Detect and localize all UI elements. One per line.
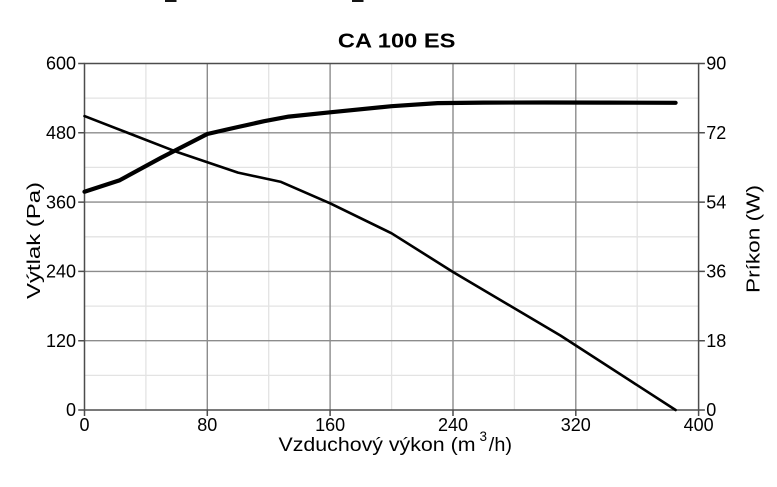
svg-text:160: 160	[315, 415, 345, 435]
svg-text:54: 54	[706, 192, 726, 212]
svg-text:0: 0	[706, 400, 716, 420]
svg-text:240: 240	[438, 415, 468, 435]
svg-text:Vzduchový výkon (m: Vzduchový výkon (m	[279, 434, 476, 456]
svg-text:72: 72	[706, 123, 726, 143]
svg-text:CA 100 ES: CA 100 ES	[338, 31, 456, 53]
svg-text:/h): /h)	[489, 434, 512, 456]
svg-text:0: 0	[66, 400, 76, 420]
svg-text:80: 80	[197, 415, 217, 435]
svg-text:Príkon (W): Príkon (W)	[743, 185, 764, 293]
svg-text:400: 400	[684, 415, 714, 435]
svg-text:90: 90	[706, 54, 726, 74]
svg-text:320: 320	[561, 415, 591, 435]
svg-text:18: 18	[706, 331, 726, 351]
svg-text:0: 0	[79, 415, 89, 435]
svg-text:600: 600	[46, 54, 76, 74]
svg-text:480: 480	[46, 123, 76, 143]
svg-text:360: 360	[46, 192, 76, 212]
svg-text:3: 3	[480, 429, 488, 444]
svg-text:240: 240	[46, 262, 76, 282]
svg-text:36: 36	[706, 262, 726, 282]
svg-text:120: 120	[46, 331, 76, 351]
svg-text:Výtlak (Pa): Výtlak (Pa)	[23, 182, 44, 299]
